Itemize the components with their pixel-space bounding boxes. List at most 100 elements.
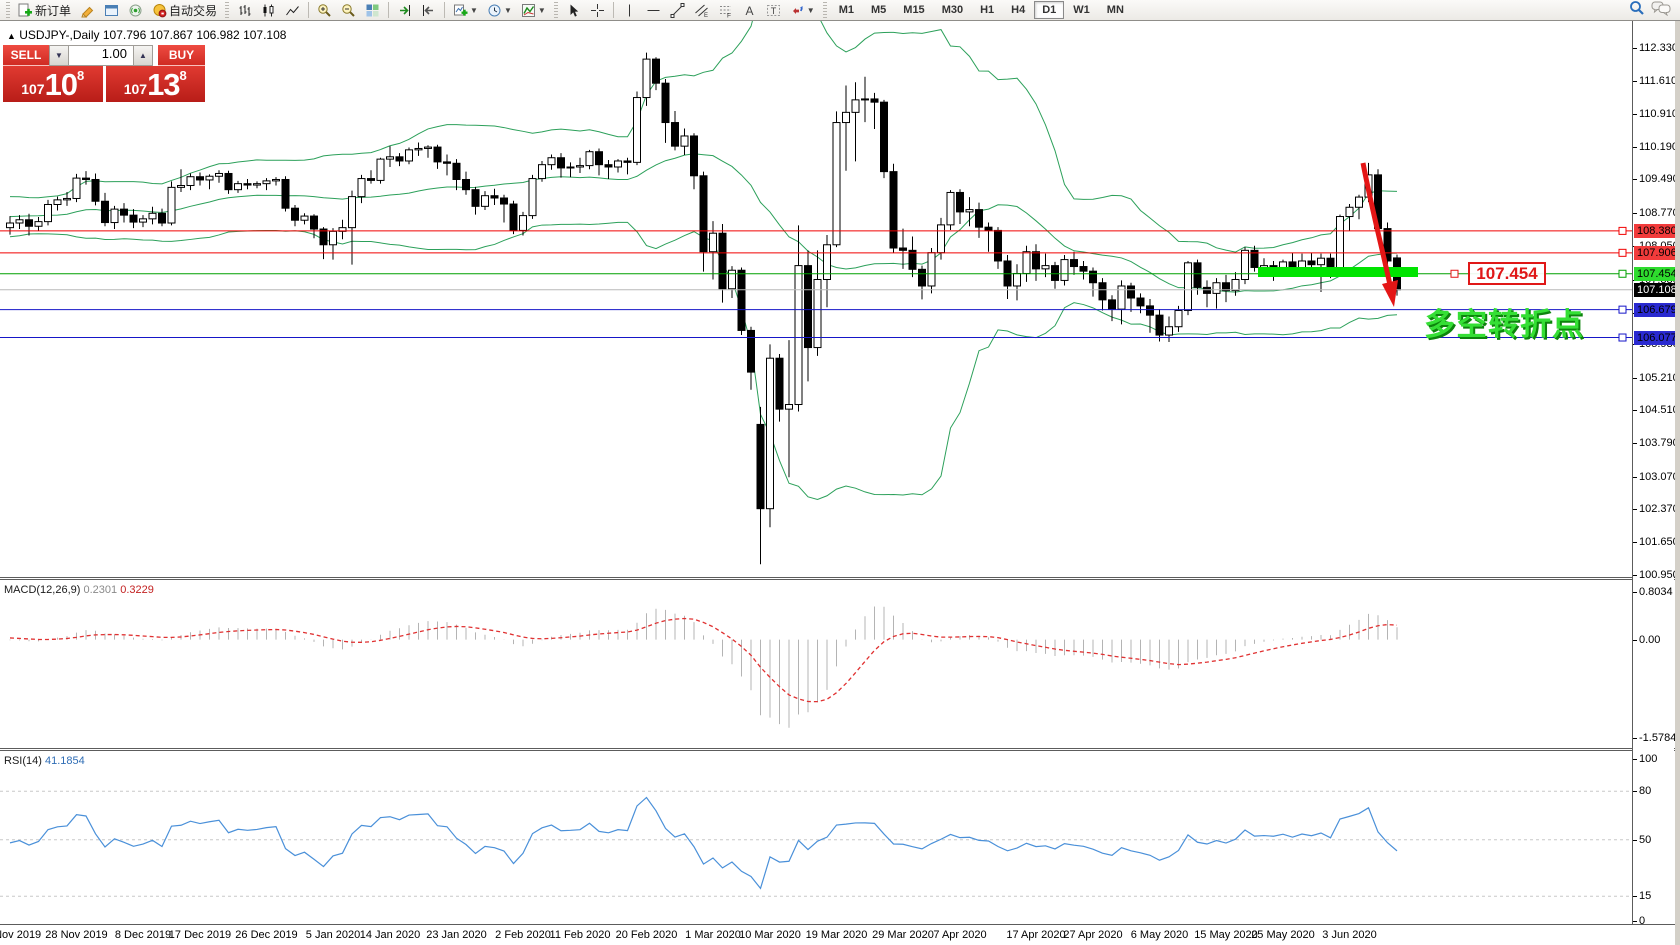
volume-decrease-button[interactable]: ▼ bbox=[49, 45, 69, 66]
timeframe-w1[interactable]: W1 bbox=[1065, 1, 1098, 19]
macd-chart bbox=[9, 606, 1398, 728]
vertical-line-tool-button[interactable] bbox=[618, 1, 641, 20]
rsi-scale-label: 50 bbox=[1633, 834, 1675, 846]
timeframe-m30[interactable]: M30 bbox=[934, 1, 971, 19]
price-tick: 110.190 bbox=[1633, 141, 1678, 153]
rsi-pane[interactable] bbox=[0, 751, 1632, 924]
charts-window-button[interactable] bbox=[100, 1, 123, 20]
date-label: 7 Apr 2020 bbox=[933, 929, 987, 941]
date-label: 3 Jun 2020 bbox=[1322, 929, 1377, 941]
toolbar-grip[interactable] bbox=[553, 2, 558, 18]
date-label: 27 Apr 2020 bbox=[1063, 929, 1123, 941]
timeframe-d1[interactable]: D1 bbox=[1034, 1, 1065, 19]
fibonacci-tool-button[interactable]: F bbox=[714, 1, 737, 20]
bar-chart-mode-button[interactable] bbox=[233, 1, 256, 20]
indicators-icon bbox=[521, 3, 536, 18]
date-label: 20 Feb 2020 bbox=[615, 929, 678, 941]
toolbar-grip[interactable] bbox=[225, 2, 230, 18]
date-label: 17 Apr 2020 bbox=[1006, 929, 1066, 941]
chart-shift-button[interactable] bbox=[417, 1, 440, 20]
bar-chart-icon bbox=[237, 3, 252, 18]
svg-text:E: E bbox=[704, 13, 708, 18]
line-chart-mode-button[interactable] bbox=[281, 1, 304, 20]
date-label: 26 Dec 2019 bbox=[235, 929, 298, 941]
pane-separator[interactable] bbox=[0, 577, 1680, 580]
pivot-annotation[interactable]: 多空转折点 bbox=[1424, 307, 1584, 342]
timeframe-mn[interactable]: MN bbox=[1099, 1, 1132, 19]
date-label: 8 Dec 2019 bbox=[114, 929, 172, 941]
price-tick: 104.510 bbox=[1633, 404, 1679, 416]
channel-tool-button[interactable]: E bbox=[690, 1, 713, 20]
horizontal-line-tool-button[interactable] bbox=[642, 1, 665, 20]
buy-button[interactable]: BUY bbox=[158, 45, 205, 66]
date-label: 25 May 2020 bbox=[1251, 929, 1315, 941]
svg-text:T: T bbox=[771, 6, 777, 16]
search-icon[interactable] bbox=[1629, 0, 1645, 21]
price-axis[interactable]: 112.330 111.610 110.910 110.190 109.490 108.7… bbox=[1632, 21, 1679, 927]
autotrading-button[interactable]: 自动交易 bbox=[148, 1, 221, 20]
buy-price[interactable]: 107 13 8 bbox=[105, 66, 205, 102]
toolbar-grip[interactable] bbox=[6, 2, 10, 18]
cursor-tool-button[interactable] bbox=[562, 1, 585, 20]
text-label-tool-button[interactable]: T bbox=[762, 1, 785, 20]
chevron-down-icon: ▼ bbox=[503, 5, 512, 15]
chat-icon[interactable] bbox=[1651, 0, 1671, 21]
chart-window-icon bbox=[104, 3, 119, 18]
vertical-line-icon bbox=[622, 3, 637, 18]
text-tool-button[interactable]: A bbox=[738, 1, 761, 20]
price-tick: 103.070 bbox=[1633, 471, 1679, 483]
macd-scale-label: 0.8034 bbox=[1633, 586, 1675, 598]
macd-scale-label: -1.5784 bbox=[1633, 732, 1676, 744]
trendline-tool-button[interactable] bbox=[666, 1, 689, 20]
ohlc-low: 106.982 bbox=[196, 28, 240, 42]
date-label: 19 Nov 2019 bbox=[0, 929, 42, 941]
date-label: 19 Mar 2020 bbox=[805, 929, 868, 941]
new-chart-button[interactable]: ▼ bbox=[449, 1, 482, 20]
auto-scroll-button[interactable] bbox=[393, 1, 416, 20]
periods-button[interactable]: ▼ bbox=[483, 1, 516, 20]
rsi-scale-label: 15 bbox=[1633, 890, 1675, 902]
price-tick: 100.950 bbox=[1633, 569, 1679, 581]
rsi-value: 41.1854 bbox=[44, 755, 85, 767]
crosshair-tool-button[interactable] bbox=[586, 1, 609, 20]
timeframe-h1[interactable]: H1 bbox=[972, 1, 1002, 19]
date-label: 17 Dec 2019 bbox=[168, 929, 232, 941]
autotrading-label: 自动交易 bbox=[169, 3, 218, 18]
toolbar-grip[interactable] bbox=[822, 2, 827, 18]
pane-separator[interactable] bbox=[0, 748, 1680, 751]
crayon-button[interactable] bbox=[76, 1, 99, 20]
date-label: 6 May 2020 bbox=[1130, 929, 1189, 941]
date-axis-separator bbox=[0, 924, 1680, 926]
timeframe-h4[interactable]: H4 bbox=[1003, 1, 1033, 19]
price-badge: 107.454 bbox=[1634, 266, 1677, 281]
sell-button[interactable]: SELL bbox=[3, 45, 49, 66]
price-flag-label[interactable]: 107.454 bbox=[1468, 262, 1546, 285]
collapse-marker-icon[interactable]: ▲ bbox=[7, 31, 16, 41]
indicators-button[interactable]: ▼ bbox=[517, 1, 550, 20]
zoom-in-button[interactable] bbox=[313, 1, 336, 20]
signals-button[interactable] bbox=[124, 1, 147, 20]
macd-pane[interactable] bbox=[0, 580, 1632, 748]
timeframe-m1[interactable]: M1 bbox=[831, 1, 862, 19]
timeframe-m5[interactable]: M5 bbox=[863, 1, 894, 19]
candlestick-icon bbox=[261, 3, 276, 18]
price-tick: 102.370 bbox=[1633, 503, 1679, 515]
price-badge: 107.108 bbox=[1634, 282, 1677, 297]
volume-increase-button[interactable]: ▲ bbox=[133, 45, 153, 66]
main-chart-pane[interactable] bbox=[0, 21, 1632, 577]
chevron-down-icon: ▼ bbox=[806, 5, 815, 15]
rsi-label: RSI(14) 41.1854 bbox=[4, 755, 85, 767]
candlestick-chart[interactable] bbox=[0, 21, 1632, 577]
timeframe-m15[interactable]: M15 bbox=[895, 1, 932, 19]
arrows-tool-button[interactable]: ▼ bbox=[786, 1, 819, 20]
sell-price[interactable]: 107 10 8 bbox=[3, 66, 103, 102]
date-label: 11 Feb 2020 bbox=[549, 929, 611, 941]
price-tick: 108.770 bbox=[1633, 207, 1679, 219]
tile-windows-button[interactable] bbox=[361, 1, 384, 20]
volume-input[interactable]: 1.00 bbox=[69, 45, 133, 66]
candlestick-mode-button[interactable] bbox=[257, 1, 280, 20]
zoom-out-button[interactable] bbox=[337, 1, 360, 20]
new-order-button[interactable]: 新订单 bbox=[14, 1, 75, 20]
clock-icon bbox=[487, 3, 502, 18]
